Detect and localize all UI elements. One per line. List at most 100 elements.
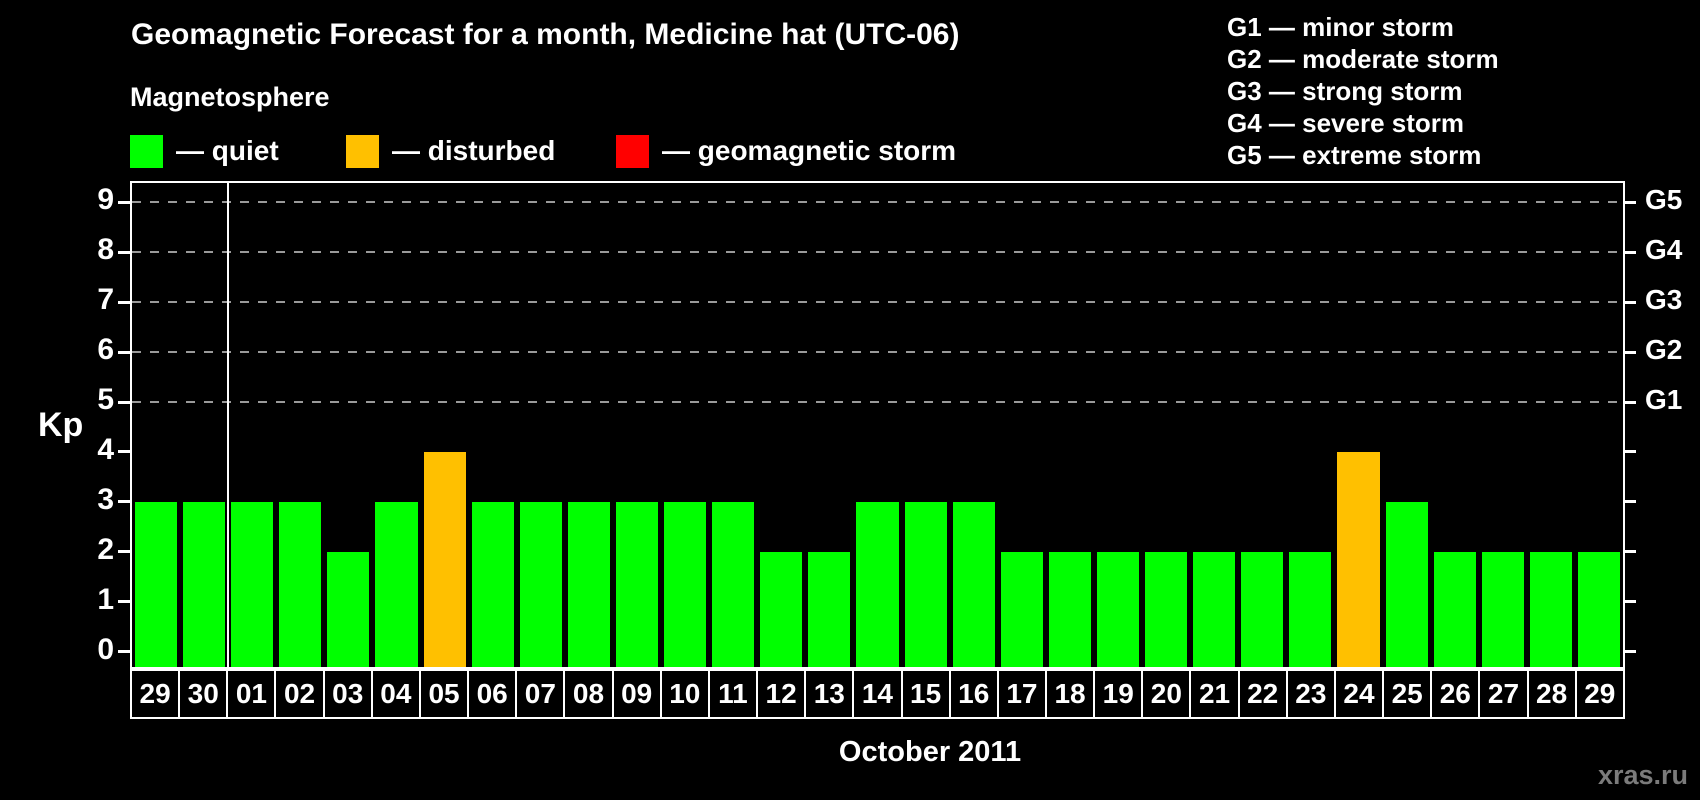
left-tick-kp9: [118, 200, 131, 204]
y-tick-label: 2: [97, 532, 114, 566]
left-tick-kp0: [118, 650, 131, 653]
date-cell-07: 07: [517, 671, 566, 717]
kp-bar-29: [135, 501, 178, 667]
kp-bar-27: [1481, 551, 1524, 667]
date-cell-19: 19: [1095, 671, 1144, 717]
date-cell-01: 01: [228, 671, 277, 717]
kp-bar-08: [567, 501, 610, 667]
legend-item-disturbed: — disturbed: [346, 134, 555, 168]
kp-bar-15: [904, 501, 947, 667]
date-cell-04: 04: [373, 671, 421, 717]
date-cell-24: 24: [1336, 671, 1385, 717]
right-tick-kp9: [1623, 200, 1636, 204]
kp-bar-11: [712, 501, 755, 667]
y-tick-label: 5: [97, 383, 114, 416]
kp-bar-10: [664, 501, 707, 667]
right-tick-kp0: [1623, 650, 1636, 653]
date-cell-23: 23: [1288, 671, 1336, 717]
gridline-kp5: [132, 401, 1623, 403]
legend-label: — quiet: [176, 135, 279, 166]
kp-bar-25: [1385, 501, 1428, 667]
date-cell-26: 26: [1432, 671, 1481, 717]
gridline-kp6: [132, 351, 1623, 354]
month-separator-line: [227, 183, 230, 667]
g-axis-label-g5: G5: [1645, 184, 1683, 216]
kp-bar-04: [375, 501, 418, 667]
kp-bar-07: [519, 501, 562, 667]
kp-bar-06: [471, 501, 514, 667]
date-cell-06: 06: [469, 671, 518, 717]
right-tick-kp6: [1623, 350, 1636, 354]
y-tick-label: 6: [97, 333, 114, 367]
date-cell-10: 10: [662, 671, 710, 717]
g-legend-line-g3: G3 — strong storm: [1227, 76, 1463, 106]
magnetosphere-label: Magnetosphere: [130, 82, 330, 112]
kp-axis-label: Kp: [38, 406, 84, 444]
g-scale-legend: G1 — minor storm G2 — moderate storm G3 …: [1227, 11, 1499, 171]
kp-bar-22: [1241, 551, 1284, 667]
g-legend-line-g4: G4 — severe storm: [1227, 108, 1465, 138]
g-legend-line-g5: G5 — extreme storm: [1227, 140, 1482, 170]
right-tick-kp1: [1623, 600, 1636, 604]
kp-bar-01: [231, 501, 274, 667]
right-tick-kp2: [1623, 550, 1636, 554]
date-cell-02: 02: [276, 671, 325, 717]
legend-label: — disturbed: [392, 135, 556, 166]
date-cell-15: 15: [903, 671, 951, 717]
y-tick-label: 7: [97, 283, 114, 317]
plot-area: [132, 183, 1623, 667]
storm-color-swatch: [616, 134, 649, 168]
kp-bar-19: [1096, 551, 1140, 667]
left-tick-kp7: [118, 300, 131, 304]
right-tick-kp4: [1623, 450, 1636, 454]
date-cell-29: 29: [132, 671, 181, 717]
left-tick-kp2: [118, 550, 131, 554]
g-axis-label-g2: G2: [1645, 334, 1683, 366]
kp-bar-23: [1289, 551, 1332, 667]
right-tick-kp3: [1623, 500, 1636, 504]
kp-bar-28: [1529, 551, 1572, 667]
disturbed-color-swatch: [346, 134, 379, 168]
month-label: October 2011: [838, 736, 1022, 768]
g-legend-line-g1: G1 — minor storm: [1227, 12, 1454, 42]
y-tick-label: 1: [97, 582, 114, 616]
kp-bar-17: [1000, 551, 1043, 667]
date-cell-17: 17: [999, 671, 1047, 717]
watermark: xras.ru: [1597, 760, 1688, 790]
date-cell-16: 16: [951, 671, 999, 717]
gridline-kp7: [132, 301, 1623, 304]
quiet-color-swatch: [130, 134, 163, 168]
kp-bar-12: [760, 551, 803, 667]
date-cell-03: 03: [325, 671, 373, 717]
date-cell-25: 25: [1384, 671, 1433, 717]
date-cell-14: 14: [854, 671, 903, 717]
left-tick-kp1: [118, 600, 131, 604]
date-cell-11: 11: [710, 671, 759, 717]
kp-bar-16: [952, 501, 995, 667]
kp-bar-20: [1145, 551, 1188, 667]
date-cell-21: 21: [1191, 671, 1240, 717]
left-tick-kp5: [118, 400, 131, 404]
y-tick-label: 9: [97, 183, 114, 217]
gridline-kp8: [132, 251, 1623, 254]
date-cell-12: 12: [758, 671, 807, 717]
kp-bar-09: [615, 501, 659, 667]
y-tick-label: 4: [97, 432, 114, 466]
y-tick-label: 0: [97, 632, 114, 666]
date-cell-30: 30: [180, 671, 229, 717]
legend-item-geomagnetic-storm: — geomagnetic storm: [616, 134, 956, 168]
left-tick-kp3: [118, 500, 131, 504]
date-cell-05: 05: [421, 671, 470, 717]
legend-item-quiet: — quiet: [130, 134, 279, 168]
kp-bar-24: [1337, 451, 1380, 667]
chart-title: Geomagnetic Forecast for a month, Medici…: [131, 18, 960, 51]
date-cell-28: 28: [1529, 671, 1577, 717]
date-cell-08: 08: [565, 671, 614, 717]
g-axis-label-g3: G3: [1645, 284, 1683, 316]
date-cell-09: 09: [614, 671, 662, 717]
g-axis-label-g1: G1: [1645, 384, 1683, 415]
kp-bar-29: [1577, 551, 1620, 667]
date-cell-27: 27: [1480, 671, 1529, 717]
kp-bar-30: [183, 501, 226, 667]
kp-bar-05: [423, 451, 466, 667]
